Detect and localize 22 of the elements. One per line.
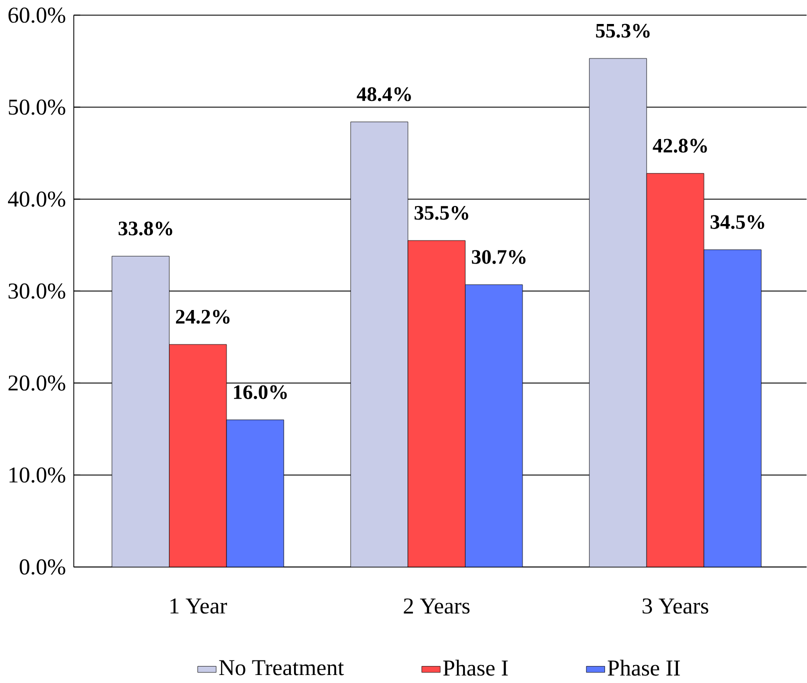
data-label: 16.0% bbox=[234, 385, 287, 400]
y-tick-label: 20.0% bbox=[8, 375, 66, 391]
y-tick-label: 10.0% bbox=[10, 467, 66, 483]
data-label: 30.7% bbox=[472, 250, 526, 264]
y-tick-label: 0.0% bbox=[20, 559, 66, 575]
y-tick-label: 30.0% bbox=[8, 283, 66, 299]
x-tick-label: 3 Years bbox=[642, 598, 708, 614]
data-label: 33.8% bbox=[118, 221, 172, 236]
data-label: 34.5% bbox=[710, 215, 764, 229]
data-label: 55.3% bbox=[596, 24, 650, 38]
y-tick-label: 40.0% bbox=[8, 191, 66, 207]
legend-label: No Treatment bbox=[219, 660, 344, 676]
x-tick-label: 1 Year bbox=[170, 598, 228, 614]
data-label: 42.8% bbox=[652, 138, 707, 153]
legend-label: Phase II bbox=[608, 660, 680, 676]
data-label: 48.4% bbox=[356, 87, 411, 102]
data-label: 24.2% bbox=[176, 310, 230, 324]
y-tick-label: 50.0% bbox=[8, 99, 66, 115]
y-tick-label: 60.0% bbox=[8, 7, 66, 23]
legend-label: Phase I bbox=[443, 660, 508, 676]
x-tick-label: 2 Years bbox=[404, 598, 470, 614]
data-label: 35.5% bbox=[414, 206, 468, 220]
